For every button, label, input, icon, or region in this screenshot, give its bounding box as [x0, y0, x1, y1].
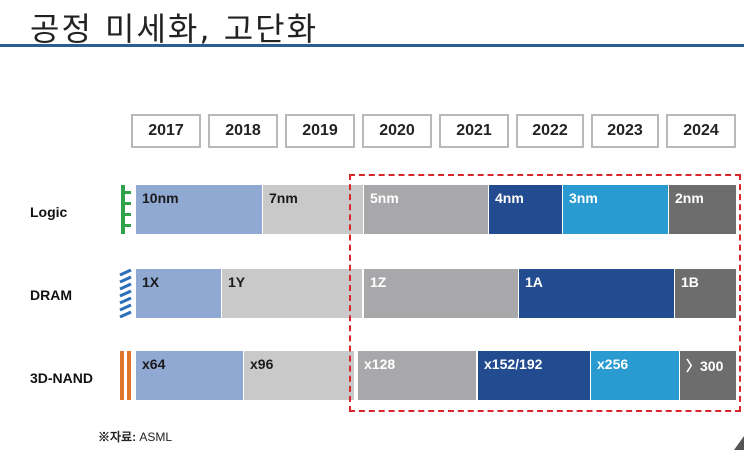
source-note: ※자료: ASML [98, 428, 172, 445]
source-name: ASML [139, 430, 173, 444]
logic-segment-2nm: 2nm [669, 185, 736, 234]
nand-marker-icon [120, 351, 131, 400]
year-2023: 2023 [591, 114, 659, 148]
logic-segment-4nm: 4nm [489, 185, 562, 234]
row-label-logic: Logic [30, 204, 68, 220]
row-label-dram: DRAM [30, 287, 72, 303]
year-2018: 2018 [208, 114, 278, 148]
logic-segment-3nm: 3nm [563, 185, 668, 234]
year-2017: 2017 [131, 114, 201, 148]
logic-segment-10nm: 10nm [136, 185, 262, 234]
dram-segment-1z: 1Z [364, 269, 518, 318]
logic-marker-icon [121, 185, 131, 234]
logic-segment-5nm: 5nm [364, 185, 488, 234]
year-2021: 2021 [439, 114, 509, 148]
row-label-3d-nand: 3D-NAND [30, 370, 93, 386]
nand-segment-x64: x64 [136, 351, 243, 400]
page-title: 공정 미세화, 고단화 [30, 10, 319, 48]
dram-segment-1a: 1A [519, 269, 674, 318]
dram-segment-1b: 1B [675, 269, 736, 318]
dram-marker-icon [119, 269, 132, 318]
title-divider [0, 44, 744, 47]
highlight-frame [349, 174, 741, 412]
nand-segment-x152-192: x152/192 [478, 351, 590, 400]
logic-segment-7nm: 7nm [263, 185, 363, 234]
nand-segment-x256: x256 [591, 351, 679, 400]
year-2024: 2024 [666, 114, 736, 148]
nand-segment-x128: x128 [358, 351, 476, 400]
source-prefix: ※자료: [98, 430, 137, 444]
slide-corner-icon [734, 436, 744, 450]
dram-segment-1y: 1Y [222, 269, 362, 318]
nand-segment-over-300: 〉300 [680, 351, 736, 400]
nand-segment-x96: x96 [244, 351, 354, 400]
year-2020: 2020 [362, 114, 432, 148]
year-2019: 2019 [285, 114, 355, 148]
dram-segment-1x: 1X [136, 269, 221, 318]
year-2022: 2022 [516, 114, 584, 148]
